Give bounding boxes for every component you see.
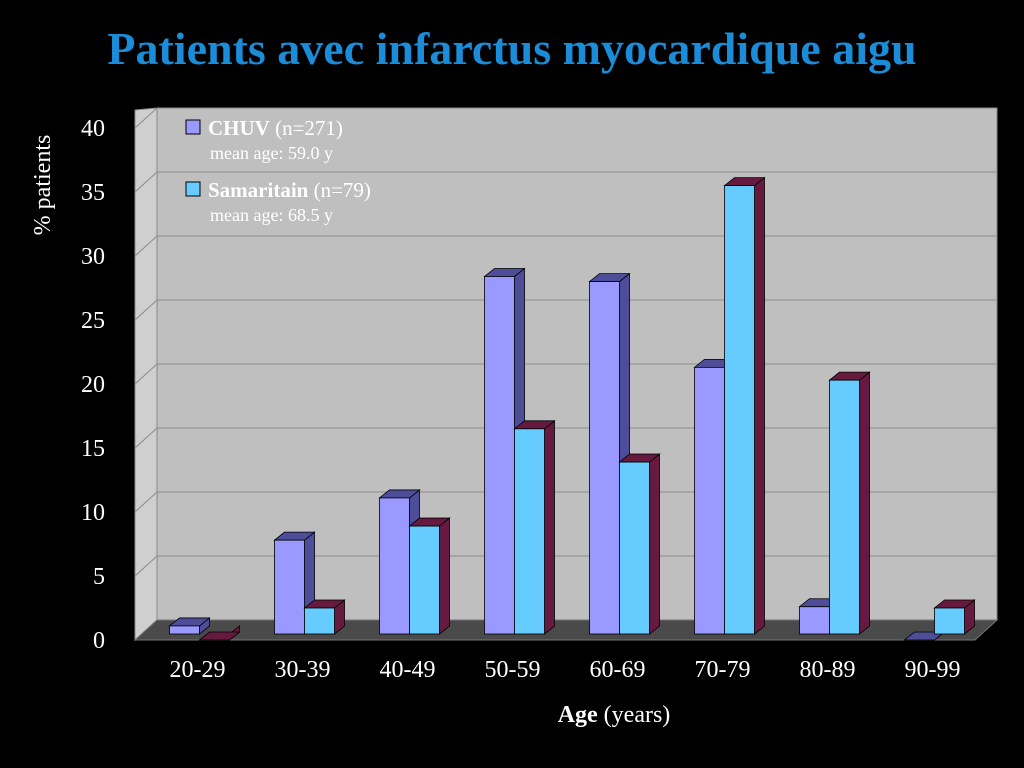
bar-front <box>514 428 545 635</box>
legend: CHUV (n=271) mean age: 59.0 y Samaritain (… <box>185 116 371 225</box>
bar-front <box>589 281 620 635</box>
x-axis-title: Age (years) <box>558 702 671 728</box>
legend-swatch-samaritain <box>185 181 201 197</box>
bar-front <box>409 525 440 635</box>
bars <box>168 176 976 641</box>
x-tick-label: 20-29 <box>170 657 226 683</box>
bar-front <box>724 185 755 635</box>
bar-side <box>754 176 765 635</box>
y-tick-label: 10 <box>81 500 105 526</box>
legend-note-chuv: mean age: 59.0 y <box>210 143 333 163</box>
bar-chuv-20-29 <box>168 617 211 635</box>
y-tick-label: 0 <box>93 628 105 654</box>
bar-front <box>934 607 965 635</box>
page-title: Patients avec infarctus myocardique aigu <box>107 23 917 74</box>
bar-front <box>274 539 305 635</box>
legend-label-chuv: CHUV (n=271) <box>208 116 343 140</box>
x-tick-label: 60-69 <box>590 657 646 683</box>
bar-top <box>198 631 241 641</box>
legend-series-count: (n=79) <box>308 178 371 202</box>
y-tick-label: 15 <box>81 436 105 462</box>
gridline-side <box>134 363 158 385</box>
gridline-side <box>134 427 158 449</box>
bar-samaritain-20-29 <box>198 625 241 641</box>
bar-front <box>619 461 650 635</box>
y-axis-ticks: 0 5 10 15 20 25 30 35 40 <box>81 116 105 654</box>
bar-front <box>484 276 515 635</box>
bar-front <box>169 625 200 635</box>
bar-samaritain-50-59 <box>513 419 556 635</box>
y-tick-label: 25 <box>81 308 105 334</box>
gridline-side <box>134 171 158 193</box>
x-axis-ticks: 20-29 30-39 40-49 50-59 60-69 70-79 80-89 90-99 <box>170 657 961 683</box>
x-tick-label: 70-79 <box>695 657 751 683</box>
legend-series-count: (n=271) <box>270 116 343 140</box>
y-tick-label: 30 <box>81 244 105 270</box>
x-tick-label: 90-99 <box>905 657 961 683</box>
bar-front <box>304 607 335 635</box>
x-tick-label: 50-59 <box>485 657 541 683</box>
x-tick-label: 80-89 <box>800 657 856 683</box>
bar-samaritain-40-49 <box>408 517 451 635</box>
bar-front <box>694 366 725 635</box>
y-axis-title: % patients <box>30 135 56 236</box>
bar-front <box>379 497 410 635</box>
bar-samaritain-30-39 <box>303 599 346 635</box>
x-axis-title-bold: Age <box>558 702 598 728</box>
bar-front <box>829 379 860 635</box>
legend-series-name: CHUV <box>208 116 270 140</box>
y-tick-label: 40 <box>81 116 105 142</box>
legend-note-samaritain: mean age: 68.5 y <box>210 205 333 225</box>
gridline-side <box>134 491 158 513</box>
x-axis-title-rest: (years) <box>598 702 671 728</box>
bar-side <box>544 419 555 635</box>
bar-side <box>439 517 450 635</box>
bar-samaritain-80-89 <box>828 371 871 635</box>
legend-label-samaritain: Samaritain (n=79) <box>208 178 371 202</box>
x-tick-label: 40-49 <box>380 657 436 683</box>
y-tick-label: 20 <box>81 372 105 398</box>
bar-side <box>859 371 870 635</box>
bar-samaritain-70-79 <box>723 176 766 635</box>
gridline-side <box>134 299 158 321</box>
x-tick-label: 30-39 <box>275 657 331 683</box>
bar-samaritain-60-69 <box>618 453 661 635</box>
bar-side <box>649 453 660 635</box>
gridline-side <box>134 107 158 129</box>
y-tick-label: 5 <box>93 564 105 590</box>
gridline-side <box>134 235 158 257</box>
bar-samaritain-90-99 <box>933 599 976 635</box>
gridline-side <box>134 555 158 577</box>
legend-series-name: Samaritain <box>208 178 309 202</box>
y-tick-label: 35 <box>81 180 105 206</box>
legend-swatch-chuv <box>185 119 201 135</box>
bar-front <box>799 606 830 635</box>
